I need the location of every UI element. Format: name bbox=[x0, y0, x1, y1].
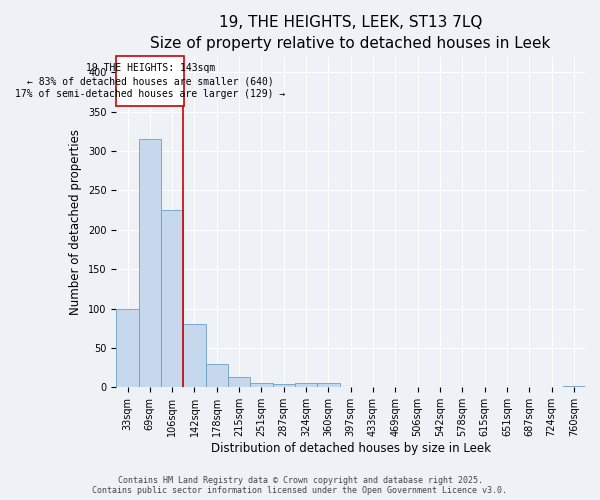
FancyBboxPatch shape bbox=[116, 56, 184, 106]
Text: Contains HM Land Registry data © Crown copyright and database right 2025.
Contai: Contains HM Land Registry data © Crown c… bbox=[92, 476, 508, 495]
Bar bbox=[406, 386, 429, 388]
Title: 19, THE HEIGHTS, LEEK, ST13 7LQ
Size of property relative to detached houses in : 19, THE HEIGHTS, LEEK, ST13 7LQ Size of … bbox=[151, 15, 551, 51]
Bar bbox=[206, 364, 228, 388]
Bar bbox=[250, 384, 272, 388]
X-axis label: Distribution of detached houses by size in Leek: Distribution of detached houses by size … bbox=[211, 442, 491, 455]
Bar bbox=[317, 382, 340, 388]
Bar bbox=[272, 384, 295, 388]
Bar bbox=[228, 377, 250, 388]
Bar bbox=[116, 308, 139, 388]
Bar bbox=[340, 386, 362, 388]
Bar bbox=[161, 210, 184, 388]
Text: 19 THE HEIGHTS: 143sqm
← 83% of detached houses are smaller (640)
17% of semi-de: 19 THE HEIGHTS: 143sqm ← 83% of detached… bbox=[15, 63, 286, 100]
Bar bbox=[563, 386, 585, 388]
Bar bbox=[295, 384, 317, 388]
Bar bbox=[139, 139, 161, 388]
Bar bbox=[184, 324, 206, 388]
Y-axis label: Number of detached properties: Number of detached properties bbox=[70, 129, 82, 315]
